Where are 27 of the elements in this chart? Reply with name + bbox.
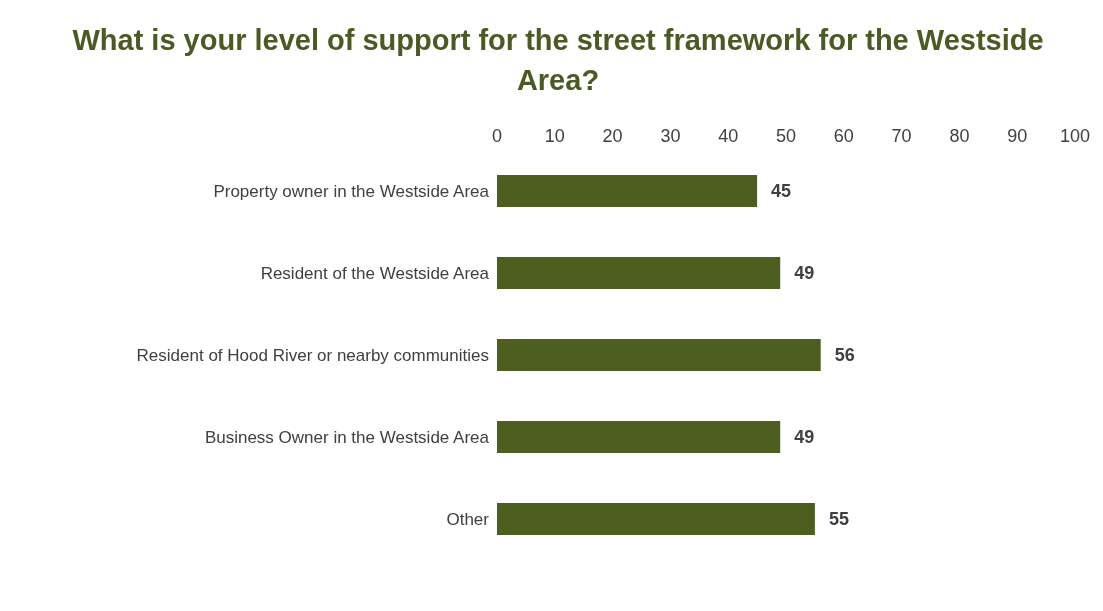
y-tick-label: Business Owner in the Westside Area: [204, 428, 490, 448]
bar: [497, 339, 821, 371]
x-tick-label: 100: [1059, 126, 1091, 146]
y-tick-label: Resident of Hood River or nearby communities: [136, 346, 489, 366]
bar: [497, 503, 815, 535]
x-tick-label: 80: [949, 126, 970, 146]
data-label: 49: [794, 427, 815, 448]
bar: [497, 175, 758, 207]
data-label: 49: [794, 263, 815, 284]
y-tick-label: Property owner in the Westside Area: [213, 182, 490, 202]
bar: [497, 421, 781, 453]
x-tick-label: 70: [891, 126, 912, 146]
x-tick-label: 50: [775, 126, 797, 146]
data-label: 45: [771, 181, 792, 202]
x-tick-label: 0: [491, 126, 503, 146]
y-tick-label: Other: [446, 510, 490, 530]
x-tick-label: 30: [660, 126, 681, 146]
x-tick-label: 20: [602, 126, 623, 146]
chart-title: What is your level of support for the street framework for the Westside Area?: [71, 23, 1045, 98]
x-tick-label: 60: [833, 126, 854, 146]
y-tick-label: Resident of the Westside Area: [260, 264, 490, 284]
data-label: 55: [828, 509, 849, 530]
data-label: 56: [834, 345, 855, 366]
x-tick-label: 10: [544, 126, 565, 146]
x-tick-label: 90: [1007, 126, 1028, 146]
x-tick-label: 40: [718, 126, 739, 146]
bar: [497, 257, 781, 289]
